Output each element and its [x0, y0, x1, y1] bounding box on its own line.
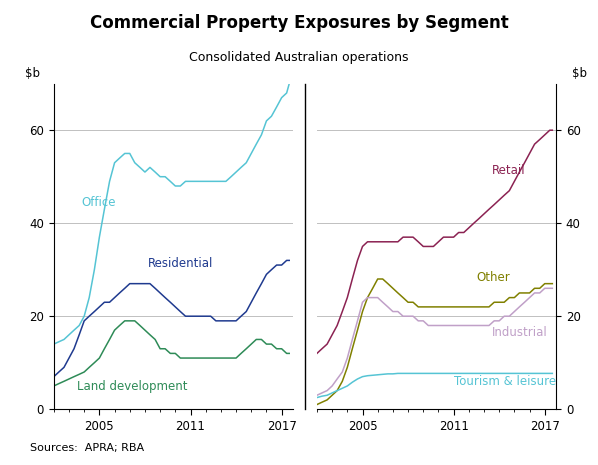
Text: Retail: Retail	[492, 164, 525, 177]
Text: Sources:  APRA; RBA: Sources: APRA; RBA	[30, 443, 144, 453]
Text: Residential: Residential	[148, 257, 213, 270]
Text: Commercial Property Exposures by Segment: Commercial Property Exposures by Segment	[90, 14, 508, 32]
Text: $b: $b	[25, 67, 40, 80]
Text: Office: Office	[81, 196, 115, 209]
Text: Tourism & leisure: Tourism & leisure	[454, 375, 556, 388]
Text: Other: Other	[477, 271, 510, 284]
Text: $b: $b	[572, 67, 587, 80]
Text: Land development: Land development	[77, 380, 187, 393]
Text: Consolidated Australian operations: Consolidated Australian operations	[189, 51, 409, 64]
Text: Industrial: Industrial	[492, 326, 547, 339]
